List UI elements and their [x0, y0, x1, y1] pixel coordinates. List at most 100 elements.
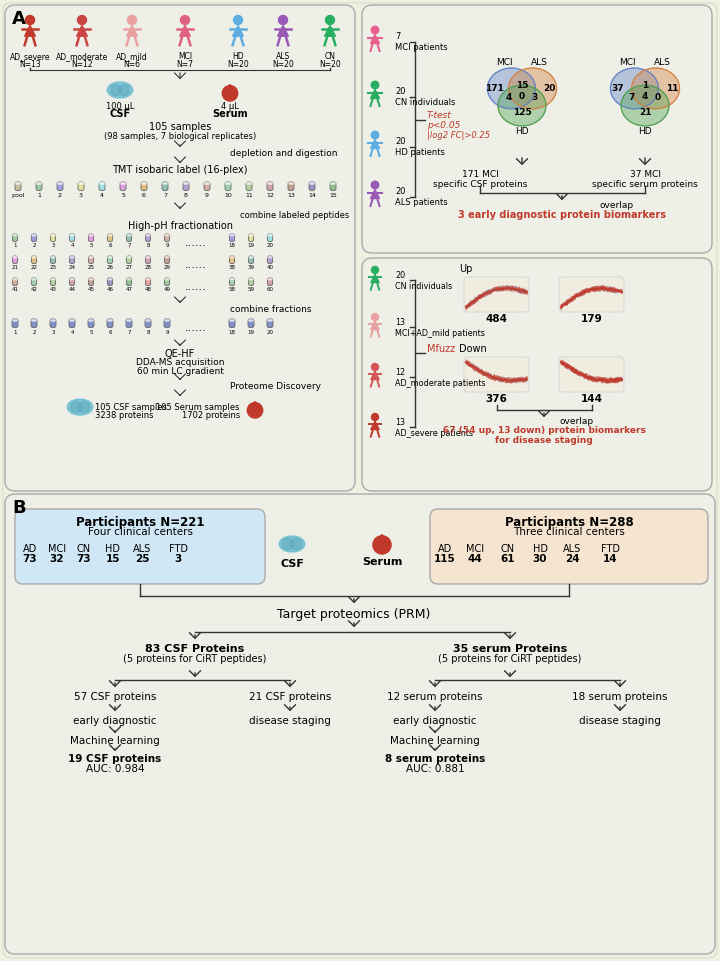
FancyBboxPatch shape: [12, 278, 17, 281]
Text: 7: 7: [127, 330, 131, 335]
Text: 15: 15: [516, 82, 528, 90]
Text: CN: CN: [77, 544, 91, 554]
FancyBboxPatch shape: [248, 256, 253, 263]
Text: p<0.05: p<0.05: [427, 121, 460, 131]
Text: 484: 484: [485, 314, 508, 324]
Polygon shape: [233, 25, 243, 37]
Text: 3: 3: [79, 193, 83, 198]
Text: 20
HD patients: 20 HD patients: [395, 137, 445, 157]
Text: 8: 8: [146, 243, 150, 248]
FancyBboxPatch shape: [183, 182, 189, 190]
Text: Participants N=288: Participants N=288: [505, 516, 634, 529]
Text: 32: 32: [50, 554, 64, 564]
Text: combine labeled peptides: combine labeled peptides: [240, 211, 349, 220]
Text: 13
MCI+AD_mild patients: 13 MCI+AD_mild patients: [395, 318, 485, 337]
FancyBboxPatch shape: [50, 234, 55, 236]
Text: 1702 proteins: 1702 proteins: [181, 411, 240, 421]
FancyBboxPatch shape: [69, 278, 75, 285]
Text: N=6: N=6: [124, 60, 140, 69]
Polygon shape: [371, 371, 379, 380]
Ellipse shape: [487, 68, 536, 109]
Text: AD_moderate: AD_moderate: [56, 52, 108, 61]
FancyBboxPatch shape: [32, 256, 37, 263]
FancyBboxPatch shape: [267, 182, 273, 185]
Text: CSF: CSF: [109, 109, 130, 119]
Text: 12
AD_moderate patients: 12 AD_moderate patients: [395, 368, 485, 387]
Text: HD: HD: [106, 544, 120, 554]
Text: 3238 proteins: 3238 proteins: [95, 411, 153, 421]
FancyBboxPatch shape: [69, 319, 75, 322]
Text: 25: 25: [88, 265, 94, 270]
Text: 11: 11: [666, 84, 679, 93]
Polygon shape: [371, 189, 379, 199]
Text: HD: HD: [638, 127, 652, 136]
Text: AUC: 0.881: AUC: 0.881: [405, 764, 464, 774]
Text: 61: 61: [500, 554, 516, 564]
FancyBboxPatch shape: [89, 278, 94, 281]
Text: Mfuzz: Mfuzz: [427, 344, 455, 354]
Text: ALS: ALS: [276, 52, 290, 61]
FancyBboxPatch shape: [89, 256, 94, 263]
FancyBboxPatch shape: [267, 256, 273, 259]
FancyBboxPatch shape: [36, 182, 42, 190]
FancyBboxPatch shape: [164, 234, 170, 236]
Text: 125: 125: [513, 109, 531, 117]
FancyBboxPatch shape: [267, 234, 273, 241]
FancyBboxPatch shape: [559, 357, 624, 392]
FancyBboxPatch shape: [99, 182, 105, 190]
Polygon shape: [371, 89, 379, 98]
FancyBboxPatch shape: [107, 319, 113, 322]
Text: 24: 24: [564, 554, 580, 564]
Text: 42: 42: [30, 287, 37, 292]
Text: 21: 21: [639, 109, 652, 117]
FancyBboxPatch shape: [127, 278, 132, 281]
Text: 5: 5: [89, 330, 93, 335]
Text: 67 (54 up, 13 down) protein biomarkers
for disease staging: 67 (54 up, 13 down) protein biomarkers f…: [443, 426, 645, 445]
Text: 22: 22: [30, 265, 37, 270]
Text: 1: 1: [13, 330, 17, 335]
Text: AD: AD: [23, 544, 37, 554]
FancyBboxPatch shape: [145, 256, 150, 263]
Text: (5 proteins for CiRT peptides): (5 proteins for CiRT peptides): [123, 654, 266, 664]
Text: 8 serum proteins: 8 serum proteins: [385, 754, 485, 764]
Text: 26: 26: [107, 265, 114, 270]
Text: 105 CSF samples: 105 CSF samples: [95, 404, 167, 412]
FancyBboxPatch shape: [164, 319, 170, 322]
FancyBboxPatch shape: [69, 256, 75, 263]
Text: High-pH fractionation: High-pH fractionation: [127, 221, 233, 231]
FancyBboxPatch shape: [127, 278, 132, 285]
Text: 83 CSF Proteins: 83 CSF Proteins: [145, 644, 245, 654]
Text: (5 proteins for CiRT peptides): (5 proteins for CiRT peptides): [438, 654, 582, 664]
Text: 39: 39: [248, 265, 254, 270]
Ellipse shape: [118, 85, 130, 95]
Polygon shape: [376, 534, 389, 545]
FancyBboxPatch shape: [330, 182, 336, 185]
Text: ......: ......: [185, 282, 207, 292]
FancyBboxPatch shape: [267, 319, 273, 322]
Text: 24: 24: [68, 265, 76, 270]
FancyBboxPatch shape: [162, 182, 168, 185]
Text: 15: 15: [329, 193, 337, 198]
Text: depletion and digestion: depletion and digestion: [230, 149, 338, 158]
FancyBboxPatch shape: [288, 182, 294, 185]
FancyBboxPatch shape: [248, 256, 253, 259]
Text: B: B: [12, 499, 26, 517]
FancyBboxPatch shape: [267, 234, 273, 236]
FancyBboxPatch shape: [69, 234, 75, 241]
Text: early diagnostic: early diagnostic: [393, 716, 477, 726]
FancyBboxPatch shape: [89, 234, 94, 241]
FancyBboxPatch shape: [57, 182, 63, 190]
Polygon shape: [325, 25, 336, 37]
FancyBboxPatch shape: [120, 182, 126, 190]
Ellipse shape: [282, 538, 294, 550]
Text: AD_severe: AD_severe: [10, 52, 50, 61]
FancyBboxPatch shape: [127, 234, 132, 236]
FancyBboxPatch shape: [145, 234, 150, 236]
Circle shape: [372, 266, 379, 274]
Text: ALS: ALS: [133, 544, 151, 554]
Text: 19 CSF proteins: 19 CSF proteins: [68, 754, 161, 764]
Ellipse shape: [631, 68, 680, 109]
Text: 9: 9: [205, 193, 209, 198]
FancyBboxPatch shape: [267, 256, 273, 263]
FancyBboxPatch shape: [145, 319, 151, 322]
